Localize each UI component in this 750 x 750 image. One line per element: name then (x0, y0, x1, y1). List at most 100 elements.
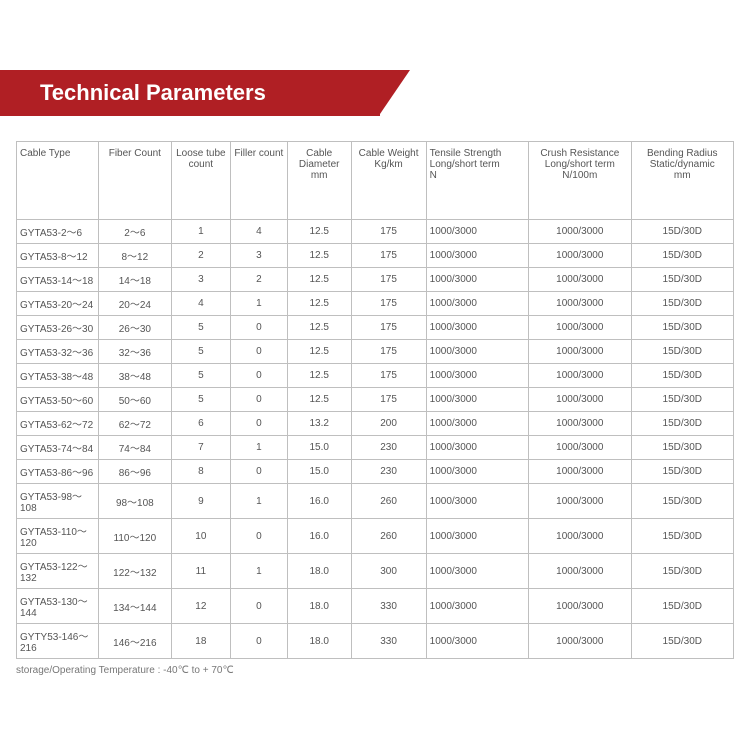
table-cell: 1 (171, 220, 230, 244)
table-body: GYTA53-2～62～61412.51751000/30001000/3000… (17, 220, 734, 659)
header-line: Crush Resistance (532, 148, 627, 159)
table-cell: 1000/3000 (426, 436, 528, 460)
table-cell: 15D/30D (631, 519, 734, 554)
table-cell: 175 (351, 388, 426, 412)
table-cell: 2～6 (98, 220, 171, 244)
table-row: GYTA53-20～2420～244112.51751000/30001000/… (17, 292, 734, 316)
table-cell: GYTA53-38～48 (17, 364, 99, 388)
table-cell: 300 (351, 554, 426, 589)
table-cell: 1 (230, 484, 287, 519)
table-row: GYTA53-14～1814～183212.51751000/30001000/… (17, 268, 734, 292)
table-cell: 260 (351, 519, 426, 554)
table-cell: 230 (351, 460, 426, 484)
table-cell: GYTA53-130～144 (17, 589, 99, 624)
table-cell: 1000/3000 (426, 268, 528, 292)
table-cell: 1000/3000 (529, 244, 631, 268)
table-cell: GYTA53-62～72 (17, 412, 99, 436)
parameters-table: Cable TypeFiber CountLoose tubecountFill… (16, 141, 734, 659)
table-cell: 4 (171, 292, 230, 316)
table-cell: 5 (171, 340, 230, 364)
table-cell: 260 (351, 484, 426, 519)
table-cell: GYTA53-8～12 (17, 244, 99, 268)
table-cell: 1000/3000 (426, 244, 528, 268)
table-cell: 18 (171, 624, 230, 659)
table-cell: 15.0 (287, 460, 351, 484)
table-cell: 5 (171, 364, 230, 388)
table-cell: 13.2 (287, 412, 351, 436)
table-cell: 1000/3000 (426, 316, 528, 340)
header-line: Long/short term (430, 159, 525, 170)
table-cell: 86～96 (98, 460, 171, 484)
table-cell: 1000/3000 (426, 519, 528, 554)
table-cell: GYTA53-86～96 (17, 460, 99, 484)
table-cell: 0 (230, 624, 287, 659)
table-cell: 12.5 (287, 316, 351, 340)
section-title: Technical Parameters (0, 70, 380, 116)
table-cell: 1000/3000 (529, 554, 631, 589)
table-row: GYTA53-32～3632～365012.51751000/30001000/… (17, 340, 734, 364)
table-cell: 175 (351, 268, 426, 292)
column-header-type: Cable Type (17, 142, 99, 220)
table-cell: 12.5 (287, 220, 351, 244)
table-cell: 175 (351, 316, 426, 340)
table-cell: 4 (230, 220, 287, 244)
table-cell: 2 (230, 268, 287, 292)
header-line: mm (635, 170, 731, 181)
table-row: GYTA53-62～7262～726013.22001000/30001000/… (17, 412, 734, 436)
table-container: Cable TypeFiber CountLoose tubecountFill… (0, 141, 750, 659)
table-cell: 1000/3000 (529, 412, 631, 436)
column-header-fiber: Fiber Count (98, 142, 171, 220)
table-cell: 15D/30D (631, 316, 734, 340)
table-cell: 8 (171, 460, 230, 484)
table-cell: 12 (171, 589, 230, 624)
footnote: storage/Operating Temperature : -40℃ to … (0, 659, 750, 682)
table-cell: 50～60 (98, 388, 171, 412)
table-cell: GYTA53-20～24 (17, 292, 99, 316)
table-cell: 18.0 (287, 554, 351, 589)
table-cell: GYTA53-122～132 (17, 554, 99, 589)
header-line: Cable Type (20, 148, 95, 159)
table-cell: 1000/3000 (529, 589, 631, 624)
table-cell: 134～144 (98, 589, 171, 624)
table-cell: GYTA53-110～120 (17, 519, 99, 554)
table-cell: 15D/30D (631, 554, 734, 589)
table-cell: 0 (230, 316, 287, 340)
table-cell: 14～18 (98, 268, 171, 292)
table-cell: 1000/3000 (529, 292, 631, 316)
header-line: Loose tube (175, 148, 227, 159)
table-cell: 10 (171, 519, 230, 554)
table-row: GYTA53-26～3026～305012.51751000/30001000/… (17, 316, 734, 340)
table-cell: 32～36 (98, 340, 171, 364)
table-cell: 12.5 (287, 364, 351, 388)
table-row: GYTY53-146～216146～21618018.03301000/3000… (17, 624, 734, 659)
section-title-text: Technical Parameters (40, 80, 266, 105)
table-cell: 38～48 (98, 364, 171, 388)
column-header-filler: Filler count (230, 142, 287, 220)
table-cell: 0 (230, 412, 287, 436)
table-cell: 1 (230, 554, 287, 589)
table-cell: 1000/3000 (529, 460, 631, 484)
table-cell: 15D/30D (631, 436, 734, 460)
table-row: GYTA53-8～128～122312.51751000/30001000/30… (17, 244, 734, 268)
table-cell: GYTA53-2～6 (17, 220, 99, 244)
table-cell: 1000/3000 (426, 624, 528, 659)
table-cell: 175 (351, 364, 426, 388)
table-cell: 15D/30D (631, 484, 734, 519)
table-cell: 15D/30D (631, 460, 734, 484)
table-cell: 330 (351, 589, 426, 624)
table-cell: GYTA53-50～60 (17, 388, 99, 412)
table-cell: 1000/3000 (426, 484, 528, 519)
table-cell: 1000/3000 (426, 388, 528, 412)
table-cell: 15D/30D (631, 340, 734, 364)
table-cell: 15D/30D (631, 244, 734, 268)
footnote-text: storage/Operating Temperature : -40℃ to … (16, 665, 234, 676)
table-cell: 12.5 (287, 292, 351, 316)
table-cell: 175 (351, 220, 426, 244)
table-row: GYTA53-122～132122～13211118.03001000/3000… (17, 554, 734, 589)
table-cell: 0 (230, 519, 287, 554)
table-cell: 5 (171, 316, 230, 340)
table-cell: 18.0 (287, 624, 351, 659)
header-line: Long/short term (532, 159, 627, 170)
table-cell: 175 (351, 244, 426, 268)
table-cell: 18.0 (287, 589, 351, 624)
